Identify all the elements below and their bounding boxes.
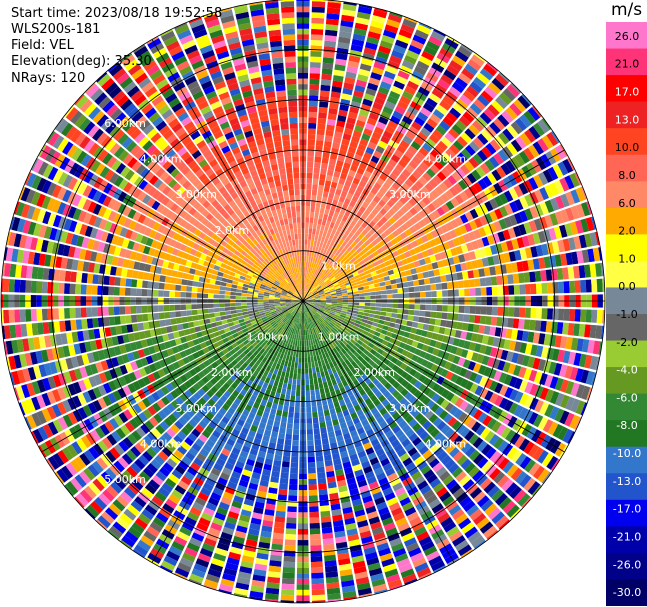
nrays-text: NRays: 120 bbox=[11, 71, 86, 86]
colorbar-block-15 bbox=[606, 420, 647, 448]
range-label-0: 1.0km bbox=[321, 259, 356, 272]
colorbar-tick-label: -4.0 bbox=[616, 364, 637, 377]
colorbar-tick-label: -8.0 bbox=[616, 419, 637, 432]
colorbar-block-6 bbox=[606, 181, 647, 209]
range-label-10: 4.00km bbox=[425, 153, 467, 166]
colorbar-tick-label: -6.0 bbox=[616, 391, 637, 404]
colorbar-unit: m/s bbox=[611, 0, 643, 20]
colorbar-block-1 bbox=[606, 48, 647, 76]
colorbar-block-7 bbox=[606, 207, 647, 235]
range-label-1: 1.00km bbox=[318, 331, 360, 344]
colorbar-block-18 bbox=[606, 499, 647, 527]
colorbar-tick-label: -17.0 bbox=[613, 503, 641, 516]
range-label-3: 2.0km bbox=[215, 224, 250, 237]
colorbar-block-16 bbox=[606, 446, 647, 474]
colorbar-tick-label: -1.0 bbox=[616, 308, 637, 321]
range-label-15: 6.00km bbox=[104, 117, 146, 130]
range-label-2: 1.00km bbox=[247, 331, 289, 344]
colorbar: 26.0 21.0 17.0 13.0 10.0 8.0 6.0 2.0 1.0 0.0 -1.0 -… bbox=[606, 22, 647, 606]
colorbar-tick-label: -10.0 bbox=[613, 447, 641, 460]
colorbar-block-5 bbox=[606, 154, 647, 182]
spoke-300 bbox=[41, 149, 304, 302]
colorbar-tick-label: 8.0 bbox=[618, 169, 636, 182]
range-labels: 1.0km 1.00km 1.00km 2.0km 2.00km 2.00km 3.00km… bbox=[104, 117, 466, 486]
colorbar-block-9 bbox=[606, 260, 647, 288]
instrument-text: WLS200s-181 bbox=[11, 22, 101, 37]
range-label-12: 4.00km bbox=[140, 437, 182, 450]
spoke-60 bbox=[302, 149, 565, 302]
azimuth-spokes bbox=[1, 0, 605, 603]
spoke-330 bbox=[151, 39, 304, 302]
spoke-30 bbox=[302, 39, 455, 302]
colorbar-tick-label: 21.0 bbox=[615, 58, 640, 71]
colorbar-block-12 bbox=[606, 340, 647, 368]
colorbar-tick-label: 17.0 bbox=[615, 86, 640, 99]
range-label-6: 3.00km bbox=[389, 188, 431, 201]
colorbar-tick-label: 1.0 bbox=[618, 252, 636, 265]
range-label-4: 2.00km bbox=[353, 366, 395, 379]
spoke-150 bbox=[302, 300, 455, 563]
colorbar-tick-label: 0.0 bbox=[618, 280, 636, 293]
colorbar-tick-label: 6.0 bbox=[618, 197, 636, 210]
colorbar-block-20 bbox=[606, 552, 647, 580]
colorbar-block-3 bbox=[606, 101, 647, 129]
colorbar-block-8 bbox=[606, 234, 647, 262]
colorbar-block-21 bbox=[606, 579, 647, 606]
colorbar-tick-label: 10.0 bbox=[615, 141, 640, 154]
spoke-210 bbox=[151, 300, 304, 563]
range-label-14: 5.00km bbox=[104, 473, 146, 486]
colorbar-block-17 bbox=[606, 473, 647, 501]
colorbar-tick-label: 2.0 bbox=[618, 225, 636, 238]
range-label-9: 3.00km bbox=[175, 402, 217, 415]
colorbar-tick-label: 26.0 bbox=[615, 30, 640, 43]
start-time-text: Start time: 2023/08/18 19:52:58 bbox=[11, 6, 223, 21]
colorbar-block-2 bbox=[606, 75, 647, 103]
colorbar-tick-label: -21.0 bbox=[613, 530, 641, 543]
colorbar-tick-label: -26.0 bbox=[613, 558, 641, 571]
colorbar-block-4 bbox=[606, 128, 647, 156]
colorbar-block-11 bbox=[606, 314, 647, 342]
range-label-11: 4.00km bbox=[425, 437, 467, 450]
spoke-240 bbox=[41, 300, 304, 453]
colorbar-block-10 bbox=[606, 287, 647, 315]
colorbar-block-0 bbox=[606, 22, 647, 50]
range-label-13: 4.00km bbox=[140, 153, 182, 166]
range-label-8: 3.00km bbox=[389, 402, 431, 415]
spoke-120 bbox=[302, 300, 565, 453]
range-label-7: 3.00km bbox=[175, 188, 217, 201]
colorbar-block-13 bbox=[606, 367, 647, 395]
colorbar-tick-label: -2.0 bbox=[616, 336, 637, 349]
elevation-text: Elevation(deg): 35.30 bbox=[11, 54, 152, 69]
colorbar-tick-label: -30.0 bbox=[613, 586, 641, 599]
field-text: Field: VEL bbox=[11, 38, 74, 53]
colorbar-tick-label: 13.0 bbox=[615, 113, 640, 126]
colorbar-block-19 bbox=[606, 526, 647, 554]
colorbar-tick-label: -13.0 bbox=[613, 475, 641, 488]
range-label-5: 2.00km bbox=[211, 366, 253, 379]
colorbar-block-14 bbox=[606, 393, 647, 421]
